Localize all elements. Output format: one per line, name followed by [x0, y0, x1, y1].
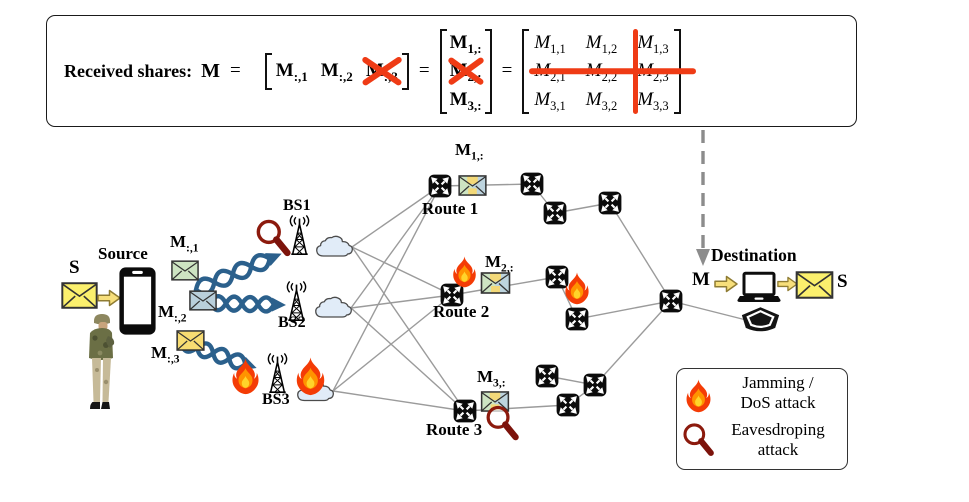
- helmet-icon: [735, 306, 786, 336]
- route1-label: Route 1: [422, 199, 479, 218]
- radio-wave-arrow-1: [193, 253, 282, 296]
- share-envelope-3-icon: [176, 330, 205, 351]
- column-vector-item-2-crossed: M2,:: [446, 56, 485, 86]
- legend-fire-icon: [684, 379, 713, 413]
- left-bracket: [439, 28, 447, 114]
- cloud-1-icon: [314, 234, 354, 258]
- column-strike-icon: [632, 28, 639, 114]
- column-vector: M1,: M2,: M3,:: [446, 31, 485, 113]
- router-icon: [535, 364, 559, 388]
- share-envelope-1-icon: [171, 260, 199, 281]
- mesh-links: [332, 185, 466, 412]
- row-strike-icon: [529, 68, 696, 74]
- destination-label: Destination: [711, 245, 797, 265]
- router-icon: [556, 393, 580, 417]
- row-vector: M:,1 M:,2 M:,3: [275, 55, 403, 87]
- cloud-3-jamming-fire-icon: [294, 357, 327, 396]
- route3-share-label: M3,:: [477, 367, 506, 390]
- received-matrix-dashed-arrow: [696, 130, 710, 266]
- route3-label: Route 3: [426, 420, 483, 439]
- equals-sign: =: [501, 60, 513, 81]
- left-bracket: [522, 28, 530, 114]
- share-label-2: M:,2: [158, 302, 187, 325]
- bs1-eavesdrop-magnifier-icon: [255, 218, 293, 262]
- matrix-cell-3-2: M3,2: [585, 88, 618, 113]
- share-envelope-2-icon: [189, 290, 217, 311]
- matrix-cell-3-3: M3,3: [637, 88, 669, 113]
- source-message-label: S: [69, 257, 80, 278]
- equals-sign: =: [230, 60, 241, 81]
- equals-sign: =: [418, 60, 430, 81]
- legend-eavesdrop-text: Eavesdroping attack: [731, 420, 825, 459]
- left-bracket: [264, 52, 272, 90]
- route2-jamming-fire-icon: [451, 256, 478, 288]
- matrix-symbol: M: [201, 59, 221, 82]
- router-icon: [520, 172, 544, 196]
- received-shares-box: Received shares: M = M:,1 M:,2 M:,3 = M1…: [46, 15, 857, 127]
- radio-wave-arrow-2: [207, 294, 286, 314]
- route1-envelope-icon: [458, 175, 487, 196]
- bs1-label: BS1: [283, 197, 311, 214]
- source-envelope-icon: [61, 282, 98, 309]
- share-label-1: M:,1: [170, 232, 199, 255]
- source-node-label: Source: [98, 244, 148, 263]
- row-vector-item-2: M:,2: [320, 60, 353, 84]
- matrix-cell-1-3: M1,3: [637, 31, 669, 56]
- column-vector-item-1: M1,:: [449, 31, 482, 56]
- router-icon: [565, 307, 589, 331]
- legend-magnifier-icon: [682, 421, 716, 462]
- destination-message-label: S: [837, 271, 848, 292]
- router-icon: [598, 191, 622, 215]
- destination-matrix-label: M: [692, 269, 710, 290]
- merge-router-icon: [659, 289, 683, 313]
- destination-arrow-icon: [714, 275, 738, 293]
- expanded-matrix: M1,1 M1,2 M1,3 M2,1 M2,2 M2,3 M3,1 M3,2 …: [529, 28, 696, 114]
- legend-box: Jamming / DoS attack Eavesdroping attack: [676, 368, 848, 470]
- laptop-icon: [736, 270, 782, 306]
- router-icon: [583, 373, 607, 397]
- route2-jamming-fire-icon-2: [563, 272, 591, 305]
- matrix-cell-1-2: M1,2: [585, 31, 618, 56]
- destination-envelope-icon: [795, 271, 834, 299]
- bs3-label: BS3: [262, 391, 290, 408]
- equation-prefix: Received shares:: [64, 60, 193, 81]
- matrix-cell-3-1: M3,1: [534, 88, 566, 113]
- legend-jamming-text: Jamming / DoS attack: [740, 373, 816, 412]
- matrix-cell-1-1: M1,1: [534, 31, 566, 56]
- column-vector-item-3: M3,:: [449, 88, 482, 113]
- row-vector-item-3-crossed: M:,3: [361, 55, 403, 87]
- row-vector-item-1: M:,1: [275, 60, 308, 84]
- route2-envelope-icon: [480, 272, 511, 294]
- bs3-jamming-fire-icon: [230, 358, 261, 395]
- bs3-tower-icon: [262, 352, 293, 394]
- route2-label: Route 2: [433, 302, 490, 321]
- route2-share-label: M2,:: [485, 252, 514, 275]
- share-label-3: M:,3: [151, 343, 180, 366]
- route3-eavesdrop-magnifier-icon: [485, 404, 521, 446]
- bs2-label: BS2: [278, 314, 306, 331]
- router-icon: [543, 201, 567, 225]
- right-bracket: [484, 28, 492, 114]
- cloud-2-icon: [313, 295, 353, 319]
- soldier-image: [80, 312, 120, 414]
- router-icon: [428, 174, 452, 198]
- phone-icon: [117, 266, 158, 336]
- right-bracket: [401, 52, 409, 90]
- route1-share-label: M1,:: [455, 140, 484, 163]
